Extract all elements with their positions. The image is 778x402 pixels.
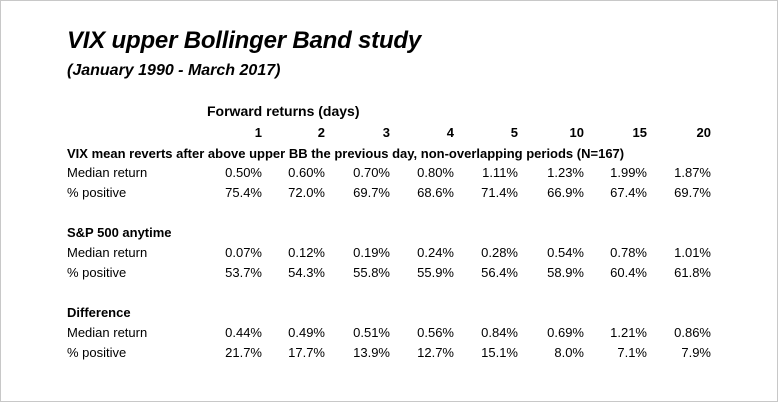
table-cell: 0.54% — [547, 245, 584, 260]
table-cell: 0.24% — [417, 245, 454, 260]
row-label-median-return: Median return — [67, 325, 148, 340]
forward-returns-header: Forward returns (days) — [207, 103, 360, 119]
row-label-median-return: Median return — [67, 165, 148, 180]
table-cell: 7.1% — [617, 345, 647, 360]
table-cell: 0.28% — [481, 245, 518, 260]
table-cell: 17.7% — [288, 345, 325, 360]
table-cell: 69.7% — [674, 185, 711, 200]
table-cell: 15.1% — [481, 345, 518, 360]
page-title: VIX upper Bollinger Band study — [67, 27, 422, 54]
table-cell: 0.60% — [288, 165, 325, 180]
table-cell: 8.0% — [554, 345, 584, 360]
table-cell: 1.87% — [674, 165, 711, 180]
table-cell: 1.99% — [610, 165, 647, 180]
table-cell: 69.7% — [353, 185, 390, 200]
table-cell: 0.50% — [225, 165, 262, 180]
table-cell: 71.4% — [481, 185, 518, 200]
table-cell: 75.4% — [225, 185, 262, 200]
table-cell: 1.11% — [482, 165, 518, 180]
column-header-2: 2 — [317, 125, 325, 140]
table-cell: 1.01% — [674, 245, 711, 260]
table-cell: 67.4% — [610, 185, 647, 200]
table-cell: 21.7% — [225, 345, 262, 360]
table-cell: 0.19% — [353, 245, 390, 260]
table-cell: 56.4% — [481, 265, 518, 280]
table-cell: 0.69% — [547, 325, 584, 340]
table-cell: 1.21% — [610, 325, 647, 340]
table-cell: 0.56% — [417, 325, 454, 340]
table-cell: 60.4% — [610, 265, 647, 280]
table-cell: 0.80% — [417, 165, 454, 180]
table-cell: 0.86% — [674, 325, 711, 340]
column-header-15: 15 — [632, 125, 647, 140]
table-cell: 55.8% — [353, 265, 390, 280]
column-header-1: 1 — [254, 125, 262, 140]
table-cell: 7.9% — [681, 345, 711, 360]
table-cell: 66.9% — [547, 185, 584, 200]
section-label-sp500-anytime: S&P 500 anytime — [67, 225, 172, 240]
row-label-pct-positive: % positive — [67, 345, 127, 360]
table-cell: 0.44% — [225, 325, 262, 340]
column-header-4: 4 — [446, 125, 454, 140]
table-cell: 68.6% — [417, 185, 454, 200]
table-cell: 1.23% — [547, 165, 584, 180]
row-label-pct-positive: % positive — [67, 185, 127, 200]
table-cell: 0.78% — [610, 245, 647, 260]
table-cell: 0.70% — [353, 165, 390, 180]
column-header-5: 5 — [510, 125, 518, 140]
table-cell: 12.7% — [417, 345, 454, 360]
section-label-difference: Difference — [67, 305, 131, 320]
table-cell: 0.12% — [288, 245, 325, 260]
row-label-pct-positive: % positive — [67, 265, 127, 280]
table-cell: 0.49% — [288, 325, 325, 340]
table-cell: 0.84% — [481, 325, 518, 340]
row-label-median-return: Median return — [67, 245, 148, 260]
table-cell: 13.9% — [353, 345, 390, 360]
column-header-3: 3 — [382, 125, 390, 140]
column-header-20: 20 — [696, 125, 711, 140]
table-cell: 58.9% — [547, 265, 584, 280]
table-cell: 54.3% — [288, 265, 325, 280]
table-cell: 0.51% — [353, 325, 390, 340]
section-label-vix-mean-reverts: VIX mean reverts after above upper BB th… — [67, 146, 625, 161]
table-cell: 61.8% — [674, 265, 711, 280]
table-cell: 53.7% — [225, 265, 262, 280]
table-cell: 72.0% — [288, 185, 325, 200]
page-subtitle: (January 1990 - March 2017) — [67, 62, 281, 79]
table-cell: 0.07% — [225, 245, 262, 260]
table-cell: 55.9% — [417, 265, 454, 280]
column-header-10: 10 — [569, 125, 584, 140]
